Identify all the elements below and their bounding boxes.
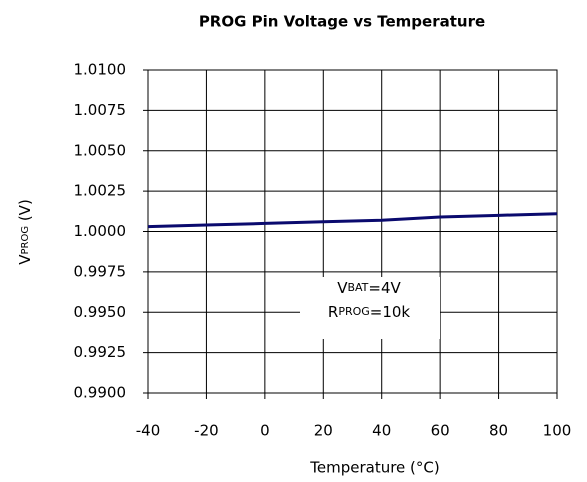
y-tick-label: 1.0025 <box>74 182 127 200</box>
y-tick-label: 1.0100 <box>74 61 127 79</box>
y-tick-label: 0.9925 <box>74 343 127 361</box>
annotation-sub: BAT <box>347 281 368 294</box>
y-tick-label: 1.0000 <box>74 222 127 240</box>
y-tick-label: 1.0050 <box>74 141 127 159</box>
annotation-main: R <box>328 303 338 321</box>
y-axis-label: VPROG (V) <box>16 199 34 265</box>
annotation: RPROG=10k <box>328 303 411 321</box>
y-tick-label: 1.0075 <box>74 101 127 119</box>
annotation-rest: =10k <box>370 303 411 321</box>
annotation-sub: PROG <box>338 305 369 318</box>
y-tick-label: 0.9900 <box>74 384 127 402</box>
x-tick-label: 100 <box>543 422 572 440</box>
chart-title: PROG Pin Voltage vs Temperature <box>199 13 485 31</box>
y-tick-label: 0.9975 <box>74 262 127 280</box>
annotation: VBAT=4V <box>337 279 401 297</box>
x-tick-label: 80 <box>489 422 508 440</box>
y-label-sub: PROG <box>20 226 31 255</box>
y-label-rest: (V) <box>16 199 34 226</box>
x-tick-label: -20 <box>194 422 219 440</box>
annotation-main: V <box>337 279 348 297</box>
annotation-box <box>300 277 440 339</box>
annotation-rest: =4V <box>368 279 401 297</box>
plot-border <box>147 69 558 394</box>
x-tick-label: 60 <box>431 422 450 440</box>
x-axis-label: Temperature (°C) <box>309 459 439 477</box>
y-label-main: V <box>16 254 34 265</box>
x-tick-label: 20 <box>314 422 333 440</box>
x-tick-label: 0 <box>260 422 270 440</box>
data-line <box>147 212 558 229</box>
x-tick-label: 40 <box>372 422 391 440</box>
x-tick-label: -40 <box>136 422 161 440</box>
y-tick-label: 0.9950 <box>74 303 127 321</box>
